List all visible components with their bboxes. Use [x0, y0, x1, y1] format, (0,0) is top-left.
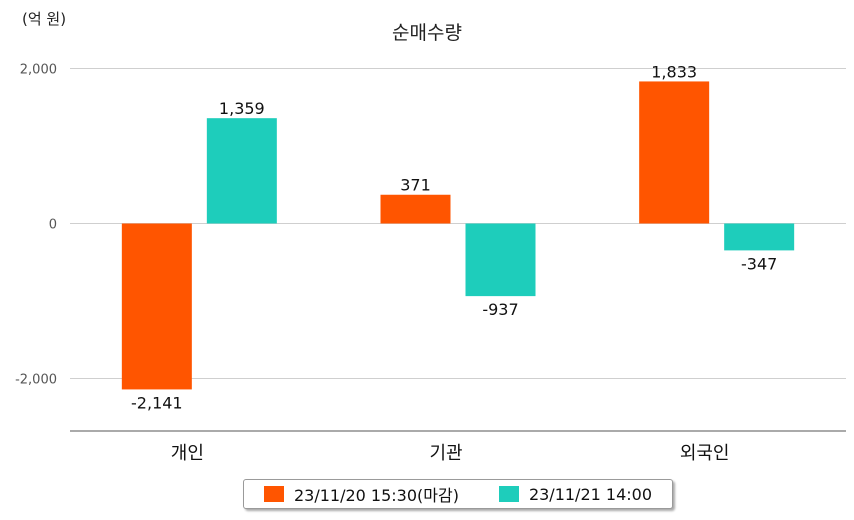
data-label: -347	[741, 254, 777, 273]
legend-label-series-1: 23/11/20 15:30(마감)	[293, 486, 459, 505]
data-label: -937	[482, 300, 518, 319]
x-tick-label: 기관	[429, 443, 462, 464]
bar-chart: 2,000 0 -2,000 -2,141 1,359 개인 371 -937 기관 1,833 -…	[15, 62, 846, 464]
bar-2-1[interactable]	[206, 118, 277, 224]
data-label: 371	[400, 176, 431, 195]
legend-item-series-2[interactable]: 23/11/21 14:00	[498, 484, 652, 504]
unit-label: (억 원)	[22, 10, 67, 28]
legend-swatch-series-2	[498, 486, 519, 502]
y-tick-label: -2,000	[15, 373, 57, 388]
data-label: -2,141	[131, 393, 183, 412]
legend-item-series-1[interactable]: 23/11/20 15:30(마감)	[263, 482, 459, 506]
legend-swatch-series-1	[263, 486, 284, 502]
bar-2-2[interactable]	[465, 223, 536, 297]
bar-2-3[interactable]	[724, 223, 795, 251]
y-tick-label: 0	[49, 218, 57, 233]
data-label: 1,833	[651, 62, 697, 81]
x-tick-label: 개인	[171, 443, 204, 464]
legend-label-series-2: 23/11/21 14:00	[528, 484, 652, 504]
bar-1-3[interactable]	[639, 81, 710, 224]
bar-1-2[interactable]	[380, 194, 451, 224]
bar-1-1[interactable]	[121, 223, 192, 390]
data-label: 1,359	[219, 99, 265, 118]
x-tick-label: 외국인	[680, 443, 730, 464]
chart-title: 순매수량	[392, 22, 462, 44]
legend: 23/11/20 15:30(마감) 23/11/21 14:00	[243, 479, 673, 509]
y-tick-label: 2,000	[20, 63, 57, 78]
